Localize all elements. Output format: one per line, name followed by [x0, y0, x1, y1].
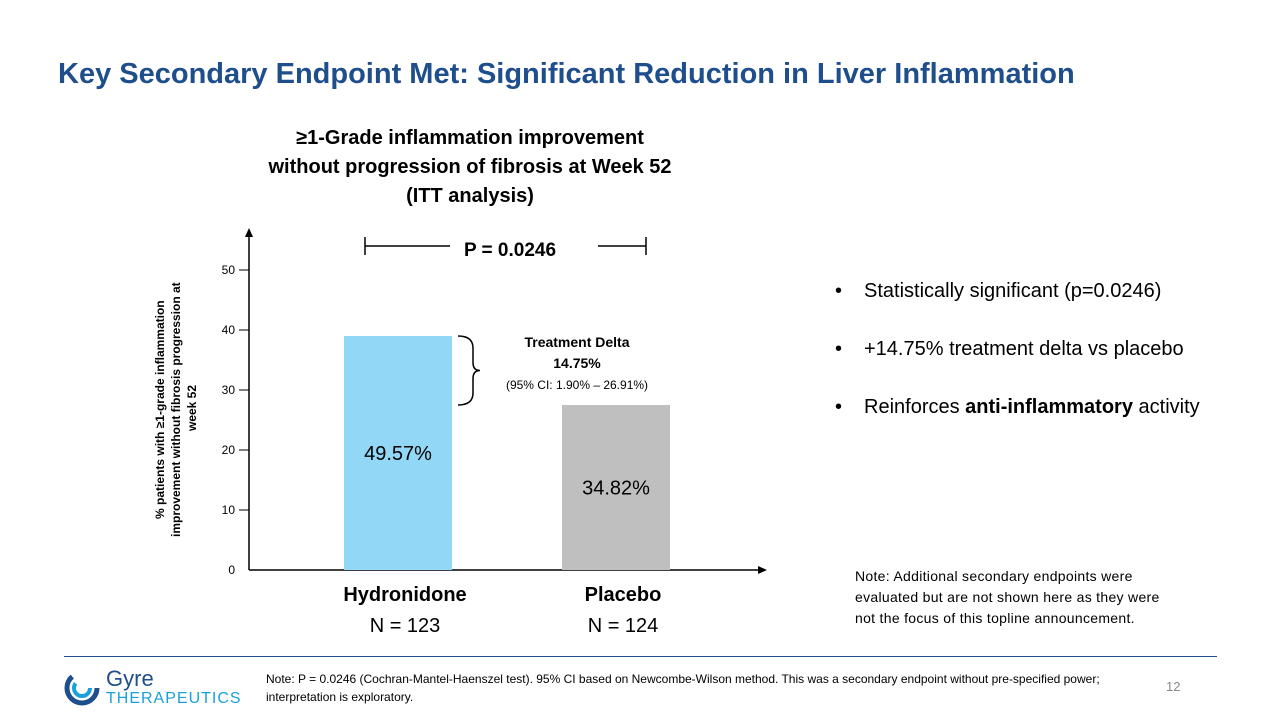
delta-title: Treatment Delta: [524, 334, 629, 350]
bullet-text: Statistically significant (p=0.0246): [864, 280, 1162, 302]
page-number: 12: [1166, 679, 1181, 694]
annotations: P = 0.0246 Treatment Delta 14.75% (95% CI: …: [364, 237, 648, 406]
x-axis-arrow-icon: [758, 566, 767, 574]
bars: 49.57% Hydronidone N = 123 34.82% Placebo N =…: [343, 336, 670, 637]
delta-brace-icon: [457, 335, 481, 406]
bullet-item: • Statistically significant (p=0.0246): [835, 280, 1162, 302]
x-n-label: N = 123: [370, 615, 441, 637]
y-tick-label: 50: [222, 263, 236, 277]
y-tick-label: 20: [222, 443, 236, 457]
x-n-label: N = 124: [588, 615, 659, 637]
chart-title-line-1: ≥1-Grade inflammation improvement: [296, 127, 644, 149]
bar-placebo: [562, 405, 670, 570]
gyre-swirl-icon: [64, 670, 100, 706]
side-note: Note: Additional secondary endpoints wer…: [855, 568, 1160, 626]
bullet-text: +14.75% treatment delta vs placebo: [864, 338, 1184, 360]
chart-axes: [245, 228, 767, 574]
bullet-text: Reinforces: [864, 396, 966, 418]
y-axis-label-line-1: % patients with ≥1-grade inflammation: [153, 300, 167, 519]
y-axis-label: % patients with ≥1-grade inflammation im…: [153, 279, 199, 537]
bullet-item: • Reinforces anti-inflammatory activity: [835, 396, 1200, 418]
bar-hydronidone: [344, 336, 452, 570]
y-ticks: 0 10 20 30 40 50: [222, 263, 249, 577]
chart-title-line-2: without progression of fibrosis at Week …: [268, 156, 672, 178]
y-tick-label: 40: [222, 323, 236, 337]
bar-value-label: 34.82%: [582, 478, 650, 500]
bar-value-label: 49.57%: [364, 443, 432, 465]
y-axis-label-line-2: improvement without fibrosis progression…: [169, 282, 183, 537]
chart-title: ≥1-Grade inflammation improvement withou…: [240, 124, 700, 211]
chart-title-line-3: (ITT analysis): [406, 185, 534, 207]
footnote: Note: P = 0.0246 (Cochran-Mantel-Haensze…: [266, 672, 1100, 704]
key-points-list: • Statistically significant (p=0.0246) • +…: [835, 278, 1255, 452]
y-tick-label: 30: [222, 383, 236, 397]
y-tick-label: 10: [222, 503, 236, 517]
footer-divider: [64, 656, 1217, 657]
logo-subtitle: THERAPEUTICS: [106, 690, 242, 707]
company-logo: Gyre THERAPEUTICS: [64, 668, 244, 708]
delta-ci: (95% CI: 1.90% – 26.91%): [506, 378, 648, 392]
x-category-label: Hydronidone: [343, 584, 466, 606]
p-value-label: P = 0.0246: [464, 240, 556, 261]
x-category-label: Placebo: [585, 584, 662, 606]
y-tick-label: 0: [228, 563, 235, 577]
logo-name: Gyre: [106, 666, 154, 691]
y-axis-arrow-icon: [245, 228, 253, 237]
delta-value: 14.75%: [553, 355, 601, 371]
slide-title: Key Secondary Endpoint Met: Significant …: [58, 58, 1075, 90]
y-axis-label-line-3: week 52: [185, 385, 199, 432]
bullet-item: • +14.75% treatment delta vs placebo: [835, 338, 1184, 360]
bullet-bold-text: anti-inflammatory: [965, 396, 1133, 418]
bullet-text-after: activity: [1132, 396, 1200, 418]
